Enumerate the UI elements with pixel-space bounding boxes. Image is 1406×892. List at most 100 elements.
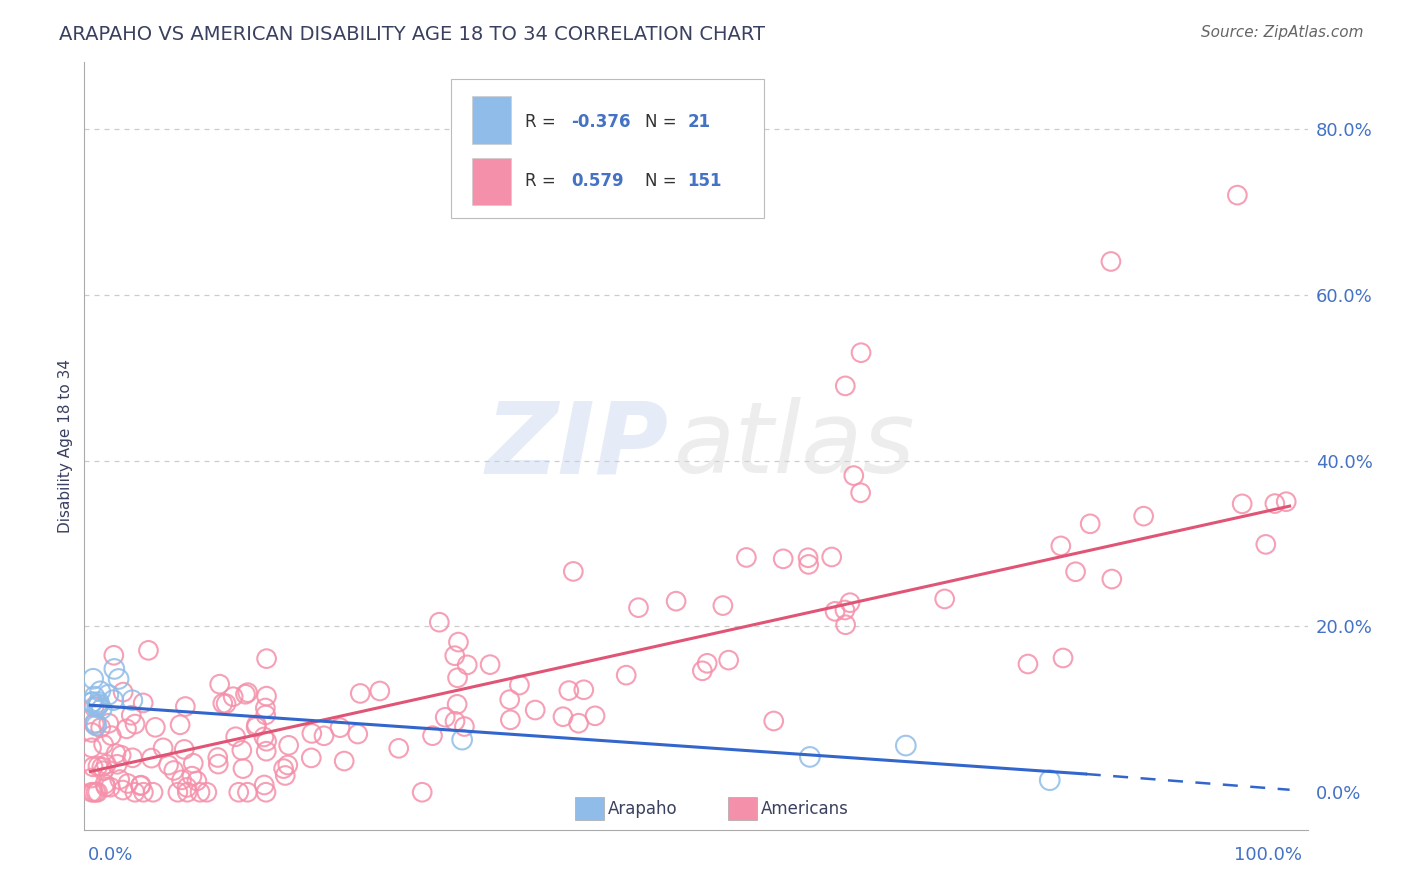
Text: -0.376: -0.376 bbox=[571, 113, 631, 131]
Point bbox=[93, 738, 115, 752]
Text: Source: ZipAtlas.com: Source: ZipAtlas.com bbox=[1201, 25, 1364, 40]
Point bbox=[124, 717, 146, 731]
Point bbox=[84, 718, 107, 732]
Point bbox=[83, 717, 105, 731]
Point bbox=[1099, 254, 1122, 268]
Point bbox=[87, 695, 110, 709]
Point bbox=[1049, 539, 1071, 553]
FancyBboxPatch shape bbox=[728, 797, 758, 821]
Point bbox=[333, 754, 356, 768]
Point bbox=[434, 710, 457, 724]
Point bbox=[499, 713, 522, 727]
Point bbox=[1264, 497, 1286, 511]
Point bbox=[524, 703, 547, 717]
Point bbox=[821, 549, 844, 564]
Text: ZIP: ZIP bbox=[486, 398, 669, 494]
Point bbox=[129, 778, 152, 792]
Point bbox=[207, 757, 229, 772]
Y-axis label: Disability Age 18 to 34: Disability Age 18 to 34 bbox=[58, 359, 73, 533]
Point bbox=[152, 740, 174, 755]
Point bbox=[231, 743, 253, 757]
Point bbox=[1101, 572, 1123, 586]
Point bbox=[142, 785, 165, 799]
Point bbox=[1052, 651, 1074, 665]
Point bbox=[235, 687, 257, 701]
Text: Americans: Americans bbox=[761, 800, 849, 818]
Point bbox=[711, 599, 734, 613]
Point bbox=[186, 774, 208, 789]
Point bbox=[277, 758, 299, 772]
Point bbox=[254, 707, 277, 722]
Point bbox=[834, 603, 856, 617]
Point bbox=[80, 785, 103, 799]
Point bbox=[1226, 188, 1249, 202]
Point bbox=[82, 672, 104, 686]
Point bbox=[141, 751, 163, 765]
Point bbox=[225, 730, 247, 744]
Text: 151: 151 bbox=[688, 172, 721, 190]
Point bbox=[98, 780, 121, 794]
Point bbox=[100, 729, 122, 743]
Point bbox=[256, 689, 278, 703]
Point bbox=[90, 760, 112, 774]
Point bbox=[215, 697, 238, 711]
Point bbox=[174, 699, 197, 714]
Point bbox=[849, 485, 872, 500]
Point bbox=[94, 780, 117, 794]
Point bbox=[169, 718, 191, 732]
Point bbox=[562, 565, 585, 579]
Point bbox=[444, 714, 467, 729]
Point bbox=[614, 668, 637, 682]
Point bbox=[256, 651, 278, 665]
Point bbox=[834, 617, 856, 632]
Point bbox=[799, 750, 821, 764]
Point bbox=[508, 678, 530, 692]
Point bbox=[208, 677, 231, 691]
Point bbox=[236, 785, 259, 799]
Point bbox=[103, 693, 125, 707]
Point bbox=[443, 648, 465, 663]
Point bbox=[188, 785, 211, 799]
Point bbox=[627, 600, 650, 615]
Point bbox=[103, 662, 125, 676]
Point bbox=[1017, 657, 1039, 671]
Point bbox=[451, 732, 474, 747]
Point bbox=[80, 725, 103, 739]
Point bbox=[84, 715, 107, 730]
Point bbox=[824, 604, 846, 618]
Point bbox=[90, 702, 112, 716]
Point bbox=[170, 772, 193, 787]
Point bbox=[157, 758, 180, 772]
Point bbox=[411, 785, 433, 799]
Point bbox=[834, 379, 856, 393]
Point bbox=[479, 657, 502, 672]
Point bbox=[456, 657, 478, 672]
Point bbox=[256, 734, 278, 748]
Point bbox=[80, 771, 103, 785]
Point bbox=[499, 692, 522, 706]
Point bbox=[112, 685, 135, 699]
Point bbox=[797, 550, 820, 565]
Point bbox=[107, 672, 129, 686]
Point bbox=[583, 709, 606, 723]
Point bbox=[245, 718, 267, 732]
Point bbox=[894, 739, 917, 753]
Point bbox=[80, 740, 103, 755]
Text: 0.0%: 0.0% bbox=[89, 847, 134, 864]
Point bbox=[121, 693, 143, 707]
Point bbox=[236, 685, 259, 699]
Text: N =: N = bbox=[644, 113, 682, 131]
Point bbox=[90, 721, 112, 735]
Point bbox=[1132, 509, 1154, 524]
Point bbox=[132, 785, 155, 799]
Point bbox=[254, 701, 277, 715]
FancyBboxPatch shape bbox=[472, 158, 512, 205]
Point bbox=[103, 648, 125, 663]
FancyBboxPatch shape bbox=[575, 797, 605, 821]
Point bbox=[299, 751, 322, 765]
Point bbox=[274, 768, 297, 782]
Text: R =: R = bbox=[524, 113, 561, 131]
Point bbox=[572, 682, 595, 697]
Point bbox=[1230, 497, 1253, 511]
Point bbox=[87, 698, 110, 712]
